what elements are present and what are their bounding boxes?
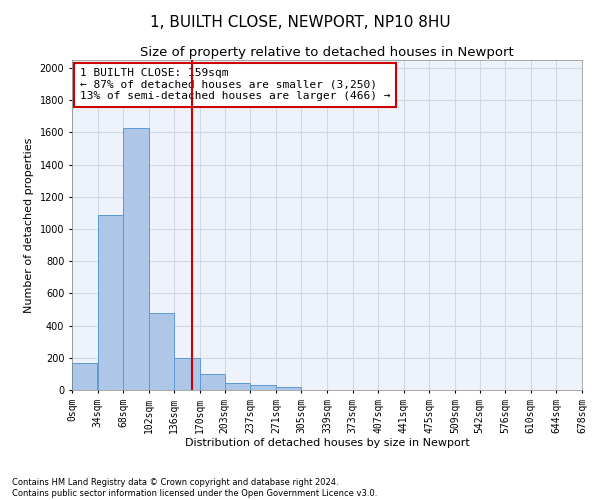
Bar — [225, 383, 250, 390]
Bar — [98, 216, 123, 390]
Bar — [250, 385, 276, 390]
Bar — [200, 374, 224, 390]
Bar — [123, 128, 149, 390]
Bar — [175, 358, 200, 390]
Bar — [276, 387, 301, 390]
X-axis label: Distribution of detached houses by size in Newport: Distribution of detached houses by size … — [185, 438, 469, 448]
Title: Size of property relative to detached houses in Newport: Size of property relative to detached ho… — [140, 46, 514, 59]
Text: 1 BUILTH CLOSE: 159sqm
← 87% of detached houses are smaller (3,250)
13% of semi-: 1 BUILTH CLOSE: 159sqm ← 87% of detached… — [80, 68, 390, 102]
Text: 1, BUILTH CLOSE, NEWPORT, NP10 8HU: 1, BUILTH CLOSE, NEWPORT, NP10 8HU — [149, 15, 451, 30]
Bar — [149, 312, 174, 390]
Y-axis label: Number of detached properties: Number of detached properties — [24, 138, 34, 312]
Bar — [72, 364, 97, 390]
Text: Contains HM Land Registry data © Crown copyright and database right 2024.
Contai: Contains HM Land Registry data © Crown c… — [12, 478, 377, 498]
